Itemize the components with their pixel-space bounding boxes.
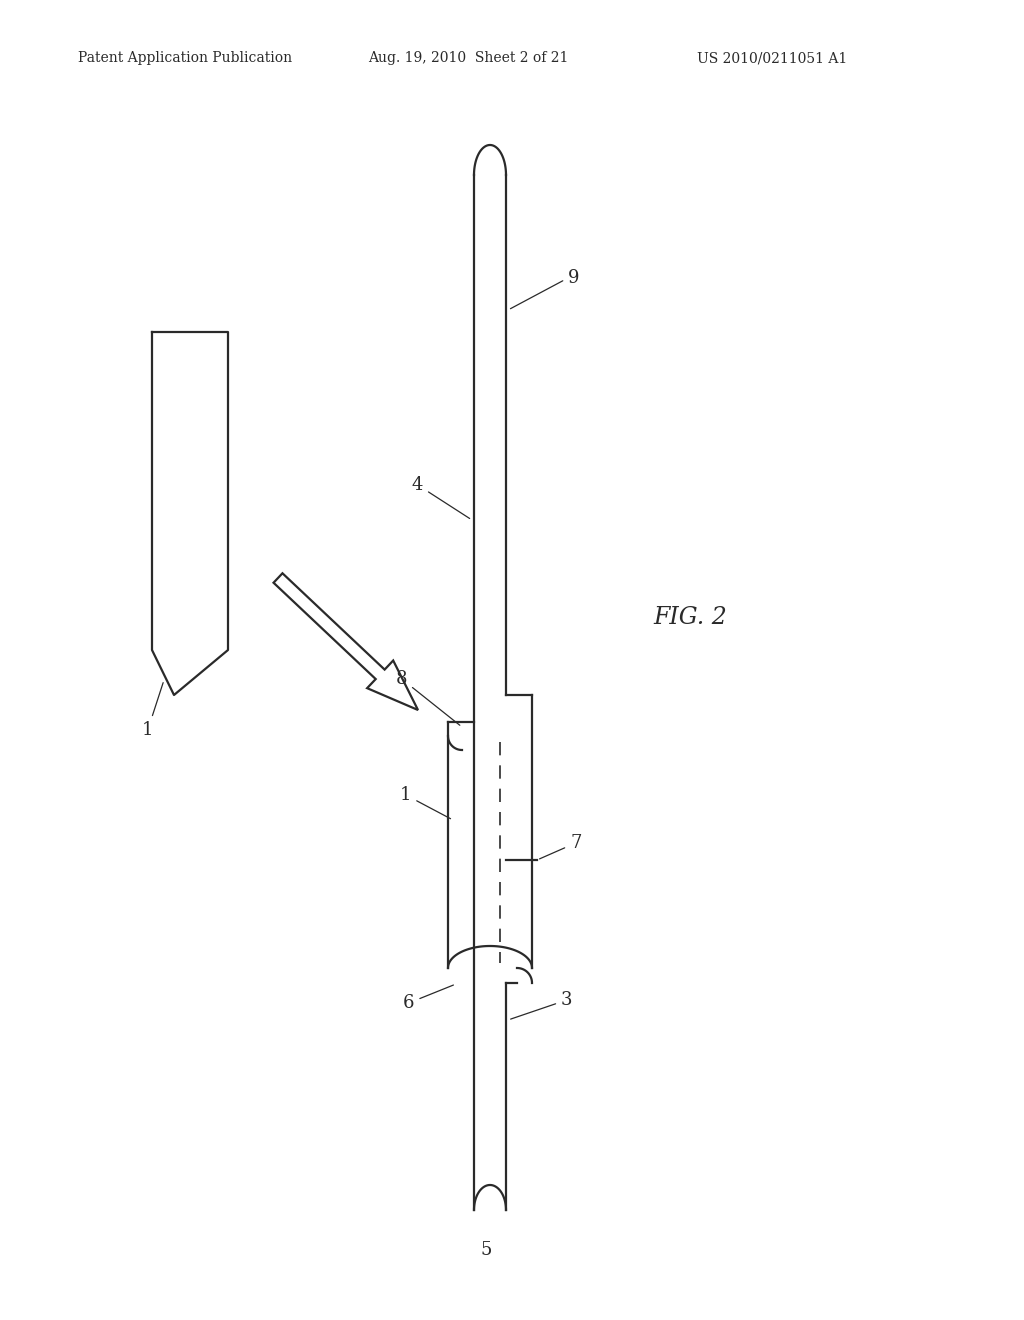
Text: 4: 4 [412, 477, 470, 519]
FancyArrow shape [273, 573, 418, 710]
Text: US 2010/0211051 A1: US 2010/0211051 A1 [697, 51, 847, 65]
Text: 5: 5 [480, 1241, 492, 1259]
Text: 6: 6 [403, 985, 454, 1012]
Text: 7: 7 [540, 834, 582, 859]
Text: 1: 1 [400, 785, 451, 818]
Text: 8: 8 [396, 671, 460, 725]
Text: 1: 1 [142, 682, 163, 739]
Text: 3: 3 [511, 991, 572, 1019]
Text: FIG. 2: FIG. 2 [653, 606, 727, 630]
Text: 9: 9 [510, 269, 580, 309]
Text: Patent Application Publication: Patent Application Publication [78, 51, 292, 65]
Text: Aug. 19, 2010  Sheet 2 of 21: Aug. 19, 2010 Sheet 2 of 21 [368, 51, 568, 65]
